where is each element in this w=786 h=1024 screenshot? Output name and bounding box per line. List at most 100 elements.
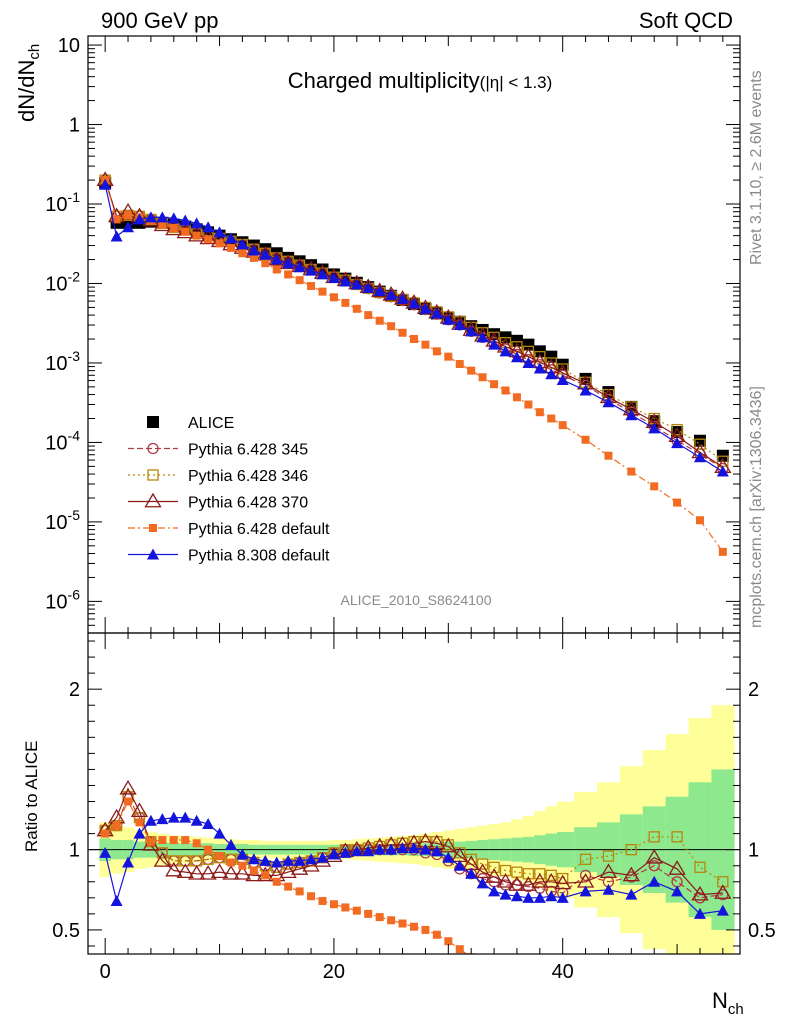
- data-point: [556, 374, 569, 386]
- data-point: [122, 209, 134, 221]
- ratio-point: [156, 813, 169, 825]
- ratio-point: [522, 891, 535, 903]
- ratio-point: [554, 874, 572, 890]
- data-point: [373, 285, 386, 297]
- data-point: [558, 421, 567, 430]
- ratio-point: [224, 838, 237, 850]
- rivet-label: Rivet 3.1.10, ≥ 2.6M events: [748, 70, 765, 265]
- ratio-point: [485, 868, 503, 883]
- data-point: [339, 275, 352, 287]
- ratio-point: [488, 861, 500, 873]
- data-point: [510, 334, 523, 347]
- data-point: [270, 253, 283, 265]
- ratio-point: [112, 821, 121, 830]
- ratio-point: [169, 836, 178, 845]
- data-point: [693, 434, 706, 447]
- ratio-point: [133, 827, 146, 839]
- data-point: [202, 221, 215, 233]
- legend-label: ALICE: [188, 415, 234, 432]
- data-point: [476, 331, 489, 343]
- data-point: [226, 243, 235, 252]
- data-point: [307, 281, 316, 290]
- ratio-point: [364, 909, 373, 918]
- ratio-point: [387, 916, 396, 925]
- ratio-point: [352, 906, 361, 915]
- data-point: [510, 351, 523, 363]
- ratio-point: [419, 843, 432, 855]
- ratio-point: [279, 863, 297, 879]
- data-point: [99, 178, 112, 190]
- ratio-y-tick-label-right: 0.5: [748, 920, 776, 942]
- ratio-point: [341, 903, 350, 912]
- ratio-point: [432, 930, 441, 939]
- ratio-series-group: [96, 779, 732, 954]
- ratio-point: [176, 863, 194, 879]
- ratio-point: [648, 860, 660, 872]
- ratio-point: [408, 842, 420, 854]
- legend-label: Pythia 8.308 default: [188, 548, 330, 565]
- legend-entry: ALICE: [147, 415, 234, 432]
- ratio-point: [625, 844, 637, 856]
- ratio-y-tick-label-right: 1: [748, 840, 759, 862]
- ratio-point: [602, 850, 615, 862]
- data-point: [362, 281, 375, 293]
- data-point: [110, 230, 123, 242]
- ratio-point: [135, 818, 144, 827]
- data-point: [671, 437, 684, 449]
- data-point: [408, 297, 420, 309]
- ratio-point: [534, 868, 546, 880]
- ratio-point: [329, 900, 338, 909]
- ratio-point: [545, 890, 558, 902]
- y-tick-label: 10-2: [45, 268, 80, 295]
- y-tick-label: 10-1: [45, 189, 80, 216]
- ratio-point: [238, 861, 247, 870]
- ratio-point: [124, 797, 133, 806]
- ratio-point: [190, 814, 203, 826]
- legend: ALICE Pythia 6.428 345 Pythia 6.428 346 Pyt…: [128, 415, 330, 565]
- data-point: [693, 451, 706, 463]
- data-point: [490, 380, 499, 389]
- data-point: [535, 408, 544, 417]
- ratio-point: [146, 837, 155, 846]
- ratio-point: [247, 853, 260, 865]
- x-axis-label: Nch: [712, 988, 744, 1018]
- ratio-point: [110, 895, 123, 907]
- ratio-point: [442, 851, 455, 863]
- y-tick-label: 1: [69, 115, 80, 137]
- ratio-point: [222, 864, 240, 880]
- data-point: [133, 213, 146, 225]
- data-point: [179, 214, 192, 226]
- ratio-point: [192, 839, 201, 848]
- data-point: [259, 248, 272, 260]
- data-point: [648, 422, 661, 434]
- ratio-point: [119, 779, 137, 795]
- data-point: [305, 264, 318, 276]
- axes-group: 10 1 10-1 10-2 10-3 10-4 10-5 10-6 0 20 40 0.5 0.5 1 1…: [45, 35, 776, 983]
- data-point: [625, 409, 638, 421]
- ratio-point: [153, 852, 171, 867]
- ratio-point: [270, 856, 283, 868]
- y-tick-label: 10-3: [45, 348, 80, 375]
- ratio-point: [165, 861, 183, 877]
- data-point: [204, 235, 213, 244]
- ratio-point: [671, 885, 684, 897]
- ratio-point: [625, 888, 638, 900]
- ratio-series-pythia-6-428-default: [101, 797, 476, 954]
- y-tick-label: 10-6: [45, 586, 80, 613]
- ratio-y-tick-label: 0.5: [52, 920, 80, 942]
- data-point: [545, 368, 558, 380]
- data-point: [316, 268, 329, 280]
- data-point: [432, 347, 441, 356]
- data-point: [224, 232, 237, 244]
- ratio-point: [671, 831, 683, 843]
- data-point: [694, 438, 706, 450]
- data-point: [478, 373, 487, 382]
- main-series-group: [96, 171, 732, 556]
- chart-title: Charged multiplicity(|η| < 1.3): [288, 68, 553, 93]
- data-point: [238, 249, 247, 258]
- ratio-point: [339, 846, 352, 858]
- ratio-point: [202, 817, 215, 829]
- data-point: [282, 257, 295, 269]
- chart-title-suffix: (|η| < 1.3): [480, 73, 553, 92]
- ratio-point: [318, 897, 327, 906]
